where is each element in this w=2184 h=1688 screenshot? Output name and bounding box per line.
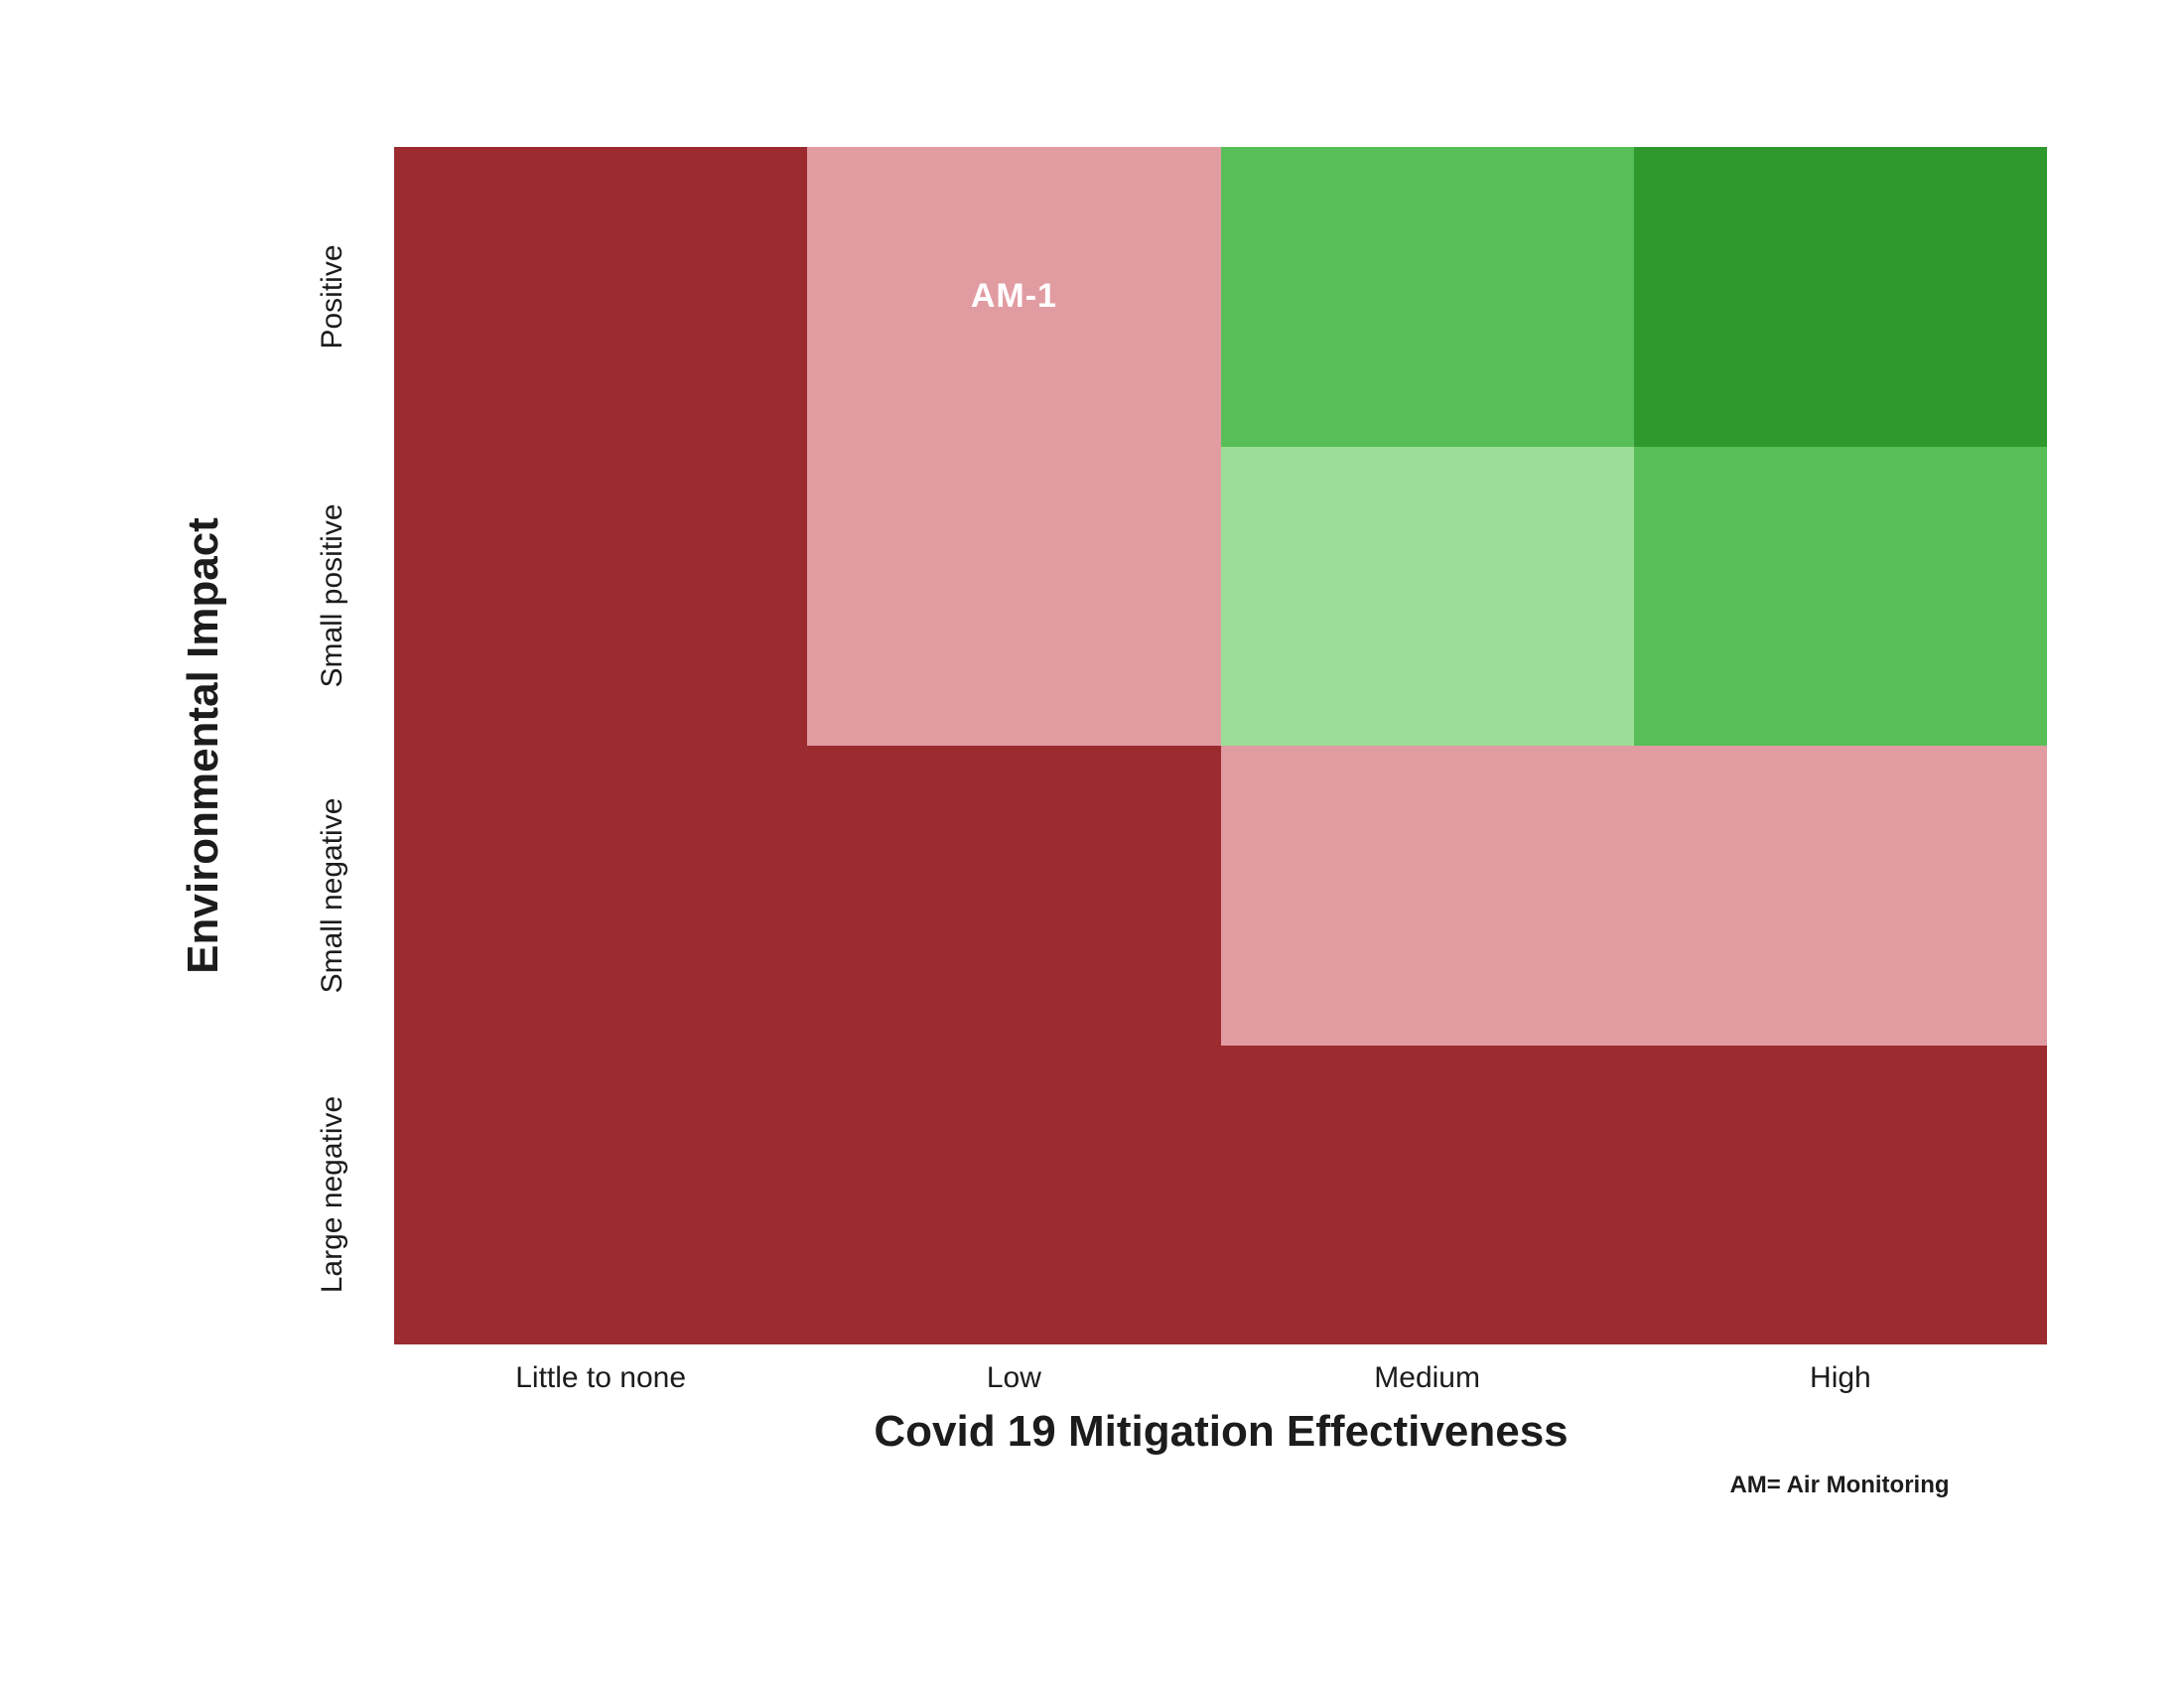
y-tick-label-1: Small positive (316, 503, 348, 688)
x-tick-label-1: Low (986, 1361, 1041, 1394)
heatmap-cell-r3-c2 (1220, 1045, 1634, 1344)
x-tick-label-3: High (1810, 1361, 1871, 1394)
heatmap-cell-r3-c0 (394, 1045, 808, 1344)
heatmap-cell-r0-c1: AM-1 (807, 147, 1221, 447)
heatmap-cell-r2-c2 (1220, 746, 1634, 1046)
y-tick-label-3: Large negative (316, 1096, 348, 1294)
heatmap-cell-r3-c3 (1633, 1045, 2047, 1344)
heatmap-cell-r1-c1 (807, 446, 1221, 746)
heatmap-cell-r1-c2 (1220, 446, 1634, 746)
legend-footnote: AM= Air Monitoring (1729, 1472, 1950, 1498)
heatmap-cell-r2-c3 (1633, 746, 2047, 1046)
cell-annotation: AM-1 (970, 277, 1057, 316)
y-tick-label-2: Small negative (316, 797, 348, 994)
x-axis-title: Covid 19 Mitigation Effectiveness (874, 1407, 1569, 1456)
heatmap-cell-r1-c3 (1633, 446, 2047, 746)
x-tick-label-0: Little to none (515, 1361, 687, 1394)
heatmap-cell-r3-c1 (807, 1045, 1221, 1344)
heatmap-grid: AM-1 (394, 147, 2047, 1344)
x-tick-label-2: Medium (1374, 1361, 1480, 1394)
heatmap-cell-r1-c0 (394, 446, 808, 746)
y-tick-label-0: Positive (316, 244, 348, 350)
heatmap-cell-r2-c0 (394, 746, 808, 1046)
heatmap-cell-r0-c3 (1633, 147, 2047, 447)
heatmap-cell-r0-c0 (394, 147, 808, 447)
y-axis-title: Environmental Impact (179, 517, 227, 974)
heatmap-cell-r0-c2 (1220, 147, 1634, 447)
heatmap-cell-r2-c1 (807, 746, 1221, 1046)
